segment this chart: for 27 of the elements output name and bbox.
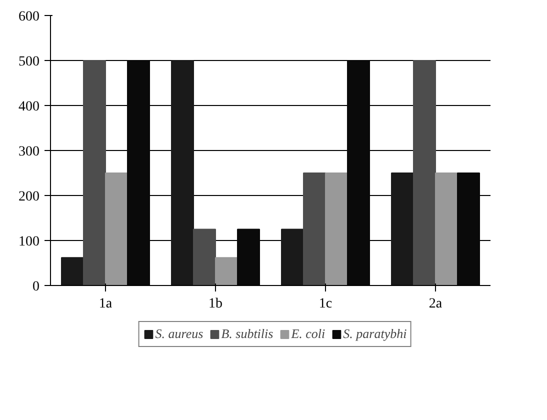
bar xyxy=(413,60,436,286)
y-tick-label: 400 xyxy=(18,100,40,114)
legend-label: E. coli xyxy=(291,326,326,342)
y-tick-label: 200 xyxy=(18,190,40,204)
bar xyxy=(171,60,194,286)
legend-label: S. aureus xyxy=(155,326,204,342)
bar xyxy=(281,228,304,286)
bar xyxy=(435,172,458,286)
x-tick-label: 1b xyxy=(208,296,222,312)
y-tick-label: 300 xyxy=(18,144,40,160)
x-tick-label: 1a xyxy=(98,296,113,312)
x-tick-label: 1c xyxy=(318,296,332,312)
bar xyxy=(83,60,106,286)
bar xyxy=(193,228,216,286)
y-tick-label: 600 xyxy=(18,10,40,24)
x-tick-label: 2a xyxy=(428,296,443,312)
bar xyxy=(325,172,348,286)
y-tick-label: 500 xyxy=(18,54,40,70)
bar xyxy=(215,257,238,286)
bar xyxy=(303,172,326,286)
bar xyxy=(61,257,84,286)
bar xyxy=(391,172,414,286)
y-tick-label: 100 xyxy=(18,234,40,250)
legend-label: S. paratybhi xyxy=(343,326,407,342)
legend-label: B. subtilis xyxy=(221,326,274,342)
y-tick-label: 0 xyxy=(32,280,40,294)
bar xyxy=(105,172,128,286)
